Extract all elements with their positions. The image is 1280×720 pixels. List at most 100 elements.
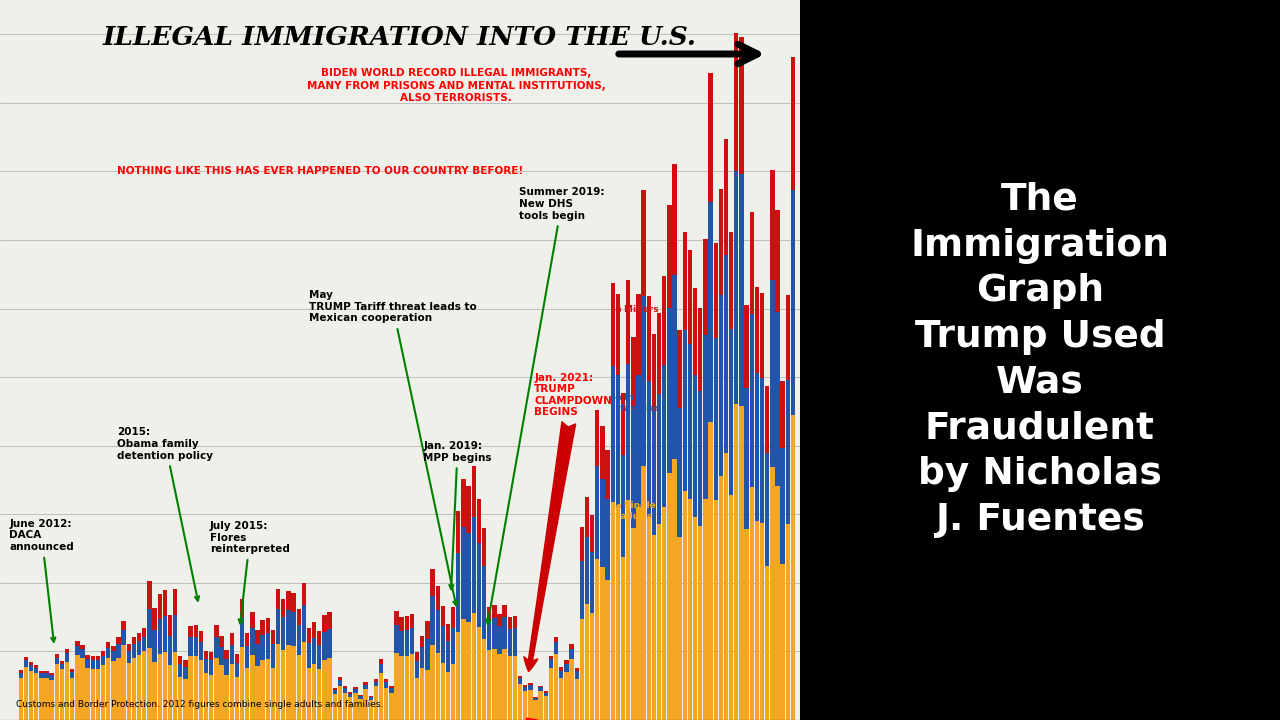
Bar	[728, 232, 733, 329]
Bar	[271, 644, 275, 668]
Bar	[534, 700, 538, 720]
Bar	[394, 611, 398, 626]
Bar	[513, 656, 517, 720]
Bar	[399, 617, 404, 631]
Bar	[677, 330, 682, 408]
Bar	[65, 662, 69, 720]
Bar	[445, 672, 451, 720]
Bar	[40, 678, 44, 720]
Bar	[302, 605, 306, 642]
Bar	[96, 660, 100, 669]
Bar	[50, 680, 54, 720]
Bar	[534, 696, 538, 698]
Bar	[188, 626, 193, 637]
Bar	[142, 652, 146, 720]
Bar	[657, 524, 662, 720]
Bar	[735, 171, 739, 404]
Bar	[486, 620, 492, 650]
Bar	[771, 467, 774, 720]
Bar	[672, 164, 677, 275]
Bar	[353, 687, 357, 689]
Bar	[255, 644, 260, 666]
Bar	[40, 673, 44, 678]
Bar	[343, 693, 347, 720]
Bar	[672, 459, 677, 720]
Bar	[24, 667, 28, 720]
Bar	[394, 626, 398, 652]
Bar	[636, 507, 641, 720]
Bar	[755, 521, 759, 720]
Bar	[636, 294, 641, 374]
Bar	[646, 516, 652, 720]
Bar	[580, 562, 584, 619]
Text: May
TRUMP Tariff threat leads to
Mexican cooperation: May TRUMP Tariff threat leads to Mexican…	[308, 290, 476, 606]
Bar	[518, 678, 522, 684]
Bar	[250, 629, 255, 655]
Bar	[323, 660, 326, 720]
Bar	[605, 450, 609, 499]
Bar	[312, 622, 316, 638]
Bar	[91, 669, 95, 720]
Bar	[559, 670, 563, 678]
Bar	[369, 696, 372, 697]
Bar	[760, 292, 764, 378]
Bar	[60, 664, 64, 670]
Bar	[539, 687, 543, 690]
Bar	[498, 626, 502, 654]
Bar	[430, 644, 435, 720]
Bar	[55, 654, 59, 658]
Bar	[404, 655, 410, 720]
Text: Customs and Border Protection. 2012 figures combine single adults and families.: Customs and Border Protection. 2012 figu…	[15, 700, 384, 709]
Bar	[244, 647, 250, 668]
Bar	[374, 686, 378, 720]
Bar	[122, 621, 125, 629]
Bar	[122, 646, 125, 720]
Bar	[348, 693, 352, 697]
Bar	[554, 654, 558, 720]
Bar	[152, 608, 156, 631]
Text: The
Immigration
Graph
Trump Used
Was
Fraudulent
by Nicholas
J. Fuentes: The Immigration Graph Trump Used Was Fra…	[910, 181, 1170, 539]
Bar	[420, 636, 425, 647]
Bar	[96, 656, 100, 660]
Bar	[209, 652, 214, 660]
Bar	[404, 629, 410, 655]
Bar	[708, 202, 713, 423]
Bar	[481, 528, 486, 566]
Bar	[559, 678, 563, 720]
Bar	[40, 671, 44, 673]
Bar	[60, 670, 64, 720]
Bar	[234, 654, 239, 663]
Bar	[338, 680, 342, 686]
Bar	[682, 491, 687, 720]
Bar	[292, 647, 296, 720]
Bar	[549, 660, 553, 668]
Bar	[518, 684, 522, 720]
Bar	[539, 685, 543, 687]
Bar	[652, 411, 657, 535]
Bar	[65, 649, 69, 653]
Bar	[513, 616, 517, 628]
Bar	[657, 394, 662, 524]
Bar	[96, 669, 100, 720]
Bar	[302, 582, 306, 605]
Bar	[111, 661, 115, 720]
Bar	[786, 295, 790, 380]
Bar	[91, 656, 95, 660]
Bar	[430, 596, 435, 644]
Bar	[91, 660, 95, 669]
Bar	[723, 139, 728, 255]
Bar	[276, 589, 280, 608]
Bar	[132, 644, 136, 657]
Bar	[420, 647, 425, 668]
Bar	[198, 642, 204, 660]
Bar	[147, 581, 151, 609]
Bar	[652, 535, 657, 720]
Bar	[755, 287, 759, 373]
Bar	[765, 567, 769, 720]
Bar	[374, 679, 378, 682]
Bar	[461, 527, 466, 618]
Text: ◄ In
  families: ◄ In families	[614, 394, 660, 413]
Bar	[440, 626, 445, 663]
Bar	[219, 665, 224, 720]
Bar	[229, 664, 234, 720]
